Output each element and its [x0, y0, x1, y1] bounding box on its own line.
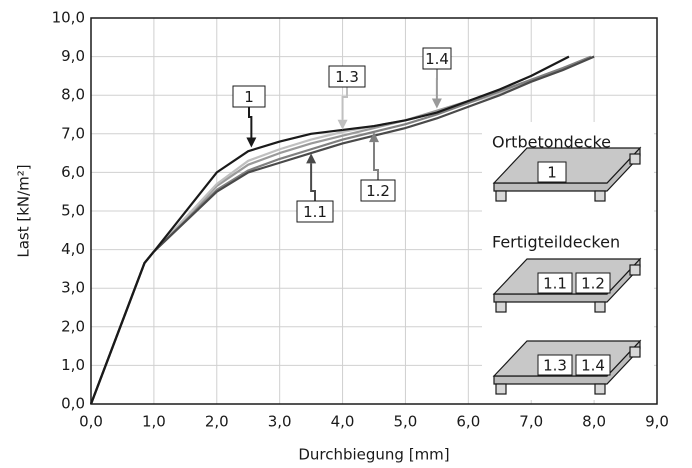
x-tick-label: 5,0 — [394, 413, 418, 431]
callout: 1.4 — [422, 47, 452, 109]
y-tick-label: 5,0 — [61, 202, 85, 220]
slab-leg — [629, 346, 641, 358]
slab-label-box — [537, 272, 573, 294]
plot-frame — [90, 17, 658, 405]
slab-label: 1.1 — [543, 275, 567, 293]
slab-label: 1.3 — [543, 357, 567, 375]
callout: 1.3 — [328, 65, 366, 130]
slab: 1.1 1.2 — [492, 257, 642, 313]
slab: 1 — [492, 146, 642, 202]
callout-stem — [248, 107, 253, 138]
y-tick-label: 3,0 — [61, 279, 85, 297]
slab-leg — [594, 383, 606, 395]
callout-arrow — [246, 137, 257, 148]
y-tick-label: 1,0 — [61, 356, 85, 374]
slab-label: 1.4 — [581, 357, 605, 375]
line-series — [89, 55, 595, 405]
slab-label-box — [575, 272, 611, 294]
slab-top — [492, 147, 642, 184]
slab-label-box — [537, 161, 567, 183]
x-tick-label: 6,0 — [456, 413, 480, 431]
x-tick-label: 2,0 — [205, 413, 229, 431]
y-tick-label: 4,0 — [61, 240, 85, 258]
y-tick-label: 9,0 — [61, 47, 85, 65]
callout: 1.2 — [360, 132, 396, 202]
slab: 1.3 1.4 — [492, 339, 642, 395]
callout-box — [296, 200, 334, 223]
callout-arrow — [337, 119, 348, 130]
callout-label: 1 — [244, 88, 254, 106]
x-tick-label: 0,0 — [79, 413, 103, 431]
callout-label: 1.2 — [366, 182, 390, 200]
callout-arrow — [306, 153, 317, 164]
callout-label: 1.3 — [335, 68, 359, 86]
slab-leg — [594, 190, 606, 202]
callout-arrow — [369, 132, 379, 143]
callout-box — [232, 85, 266, 108]
x-tick-label: 1,0 — [142, 413, 166, 431]
slab-label-box — [575, 354, 611, 376]
slab-leg — [495, 190, 507, 202]
legend-heading: Ortbetondecke — [492, 133, 611, 152]
x-tick-label: 9,0 — [645, 413, 669, 431]
y-tick-label: 0,0 — [61, 395, 85, 413]
y-tick-label: 10,0 — [52, 9, 85, 27]
legend-heading: Fertigteildecken — [492, 233, 620, 252]
y-tick-label: 6,0 — [61, 163, 85, 181]
callout-box — [328, 65, 366, 88]
x-tick-label: 4,0 — [331, 413, 355, 431]
x-tick-label: 8,0 — [582, 413, 606, 431]
y-tick-label: 7,0 — [61, 124, 85, 142]
x-axis-label: Durchbiegung [mm] — [298, 446, 449, 464]
slab-label: 1 — [547, 164, 557, 182]
callout: 1 — [232, 85, 266, 148]
callout-arrow — [431, 98, 442, 109]
slab-label-box — [537, 354, 573, 376]
y-tick-label: 2,0 — [61, 317, 85, 335]
callout-box — [422, 47, 452, 70]
slab-leg — [594, 301, 606, 313]
slab-leg — [629, 153, 641, 165]
callout-stem — [341, 87, 348, 120]
line-series — [89, 55, 570, 405]
callout: 1.1 — [296, 153, 334, 223]
callout-label: 1.4 — [425, 50, 449, 68]
slab-leg — [495, 301, 507, 313]
y-axis-label: Last [kN/m²] — [15, 164, 33, 257]
callout-label: 1.1 — [303, 203, 327, 221]
slab-leg — [495, 383, 507, 395]
callout-stem — [310, 163, 316, 201]
y-tick-label: 8,0 — [61, 86, 85, 104]
callout-box — [360, 179, 396, 202]
slab-leg — [629, 264, 641, 276]
x-tick-label: 3,0 — [268, 413, 292, 431]
slab-label: 1.2 — [581, 275, 605, 293]
callout-stem — [373, 142, 379, 180]
x-tick-label: 7,0 — [519, 413, 543, 431]
